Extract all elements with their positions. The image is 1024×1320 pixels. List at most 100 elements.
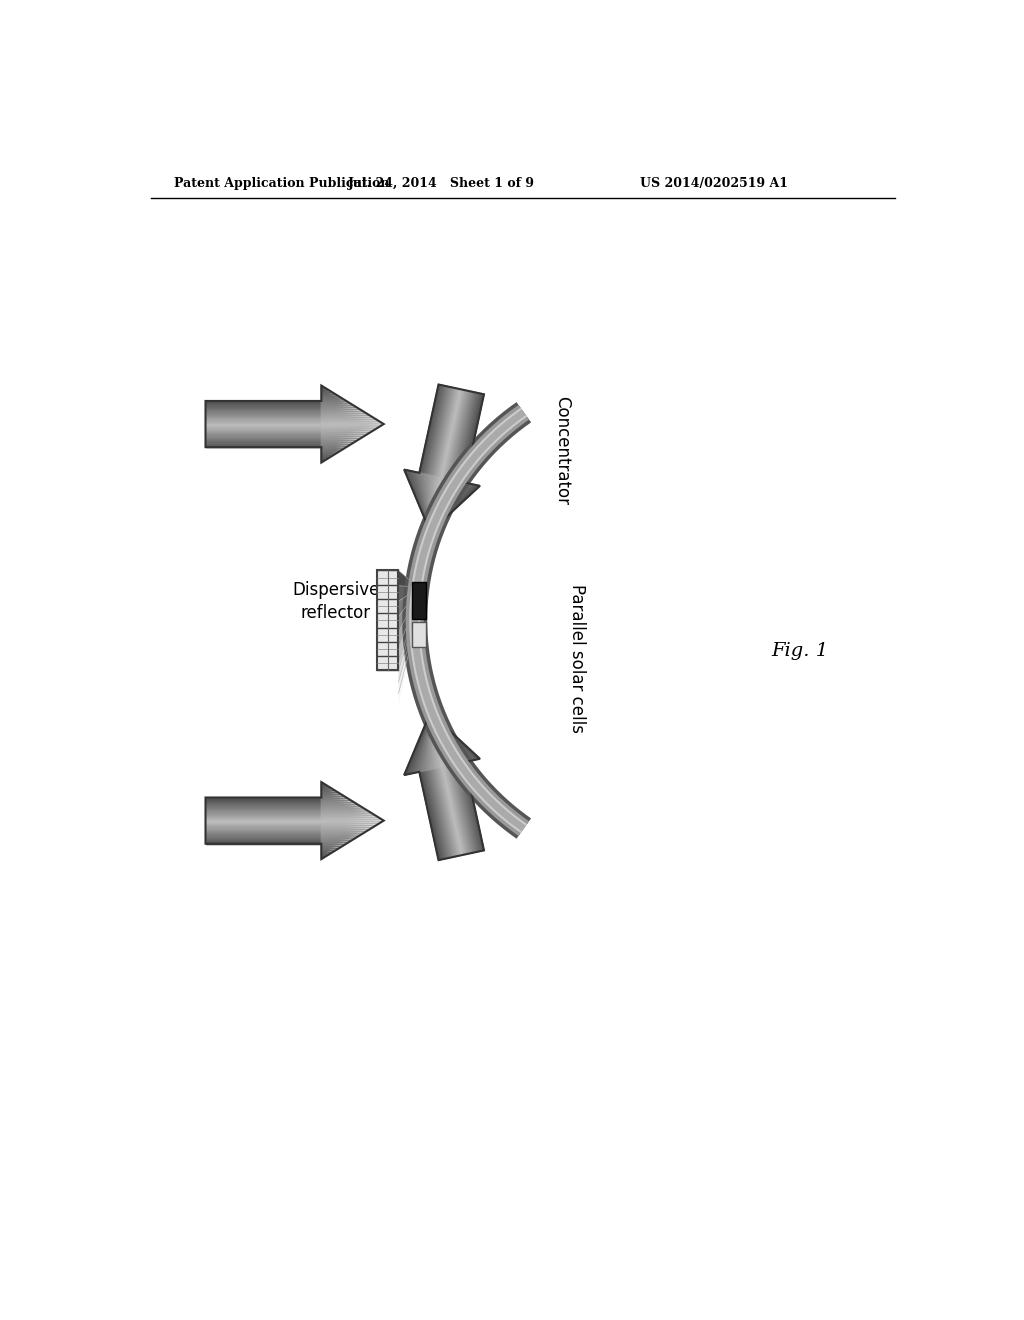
Bar <box>206 418 322 420</box>
Text: Fig. 1: Fig. 1 <box>771 643 828 660</box>
Polygon shape <box>322 826 373 829</box>
Polygon shape <box>322 836 357 838</box>
Polygon shape <box>434 768 456 857</box>
Polygon shape <box>430 713 480 759</box>
Polygon shape <box>407 713 430 775</box>
Text: reflector: reflector <box>301 603 371 622</box>
Polygon shape <box>430 713 457 764</box>
Polygon shape <box>322 393 336 395</box>
Polygon shape <box>322 821 382 822</box>
Polygon shape <box>410 471 430 532</box>
Bar <box>206 444 322 445</box>
Polygon shape <box>322 855 326 857</box>
Polygon shape <box>430 475 434 532</box>
Polygon shape <box>322 447 345 449</box>
Polygon shape <box>422 771 443 859</box>
Bar <box>206 403 322 405</box>
Bar <box>206 838 322 840</box>
Bar <box>206 805 322 807</box>
Polygon shape <box>398 570 412 586</box>
Polygon shape <box>417 473 430 532</box>
Bar <box>206 420 322 422</box>
Polygon shape <box>446 766 467 854</box>
Polygon shape <box>398 599 412 632</box>
Polygon shape <box>415 713 430 774</box>
Bar <box>206 411 322 412</box>
Bar <box>206 834 322 836</box>
Bar <box>206 436 322 437</box>
Polygon shape <box>398 622 412 671</box>
Polygon shape <box>439 767 460 855</box>
Polygon shape <box>322 403 351 405</box>
Polygon shape <box>450 766 470 854</box>
Polygon shape <box>440 767 461 855</box>
Polygon shape <box>430 482 465 532</box>
Bar <box>206 437 322 440</box>
Polygon shape <box>417 713 430 772</box>
Polygon shape <box>430 713 442 767</box>
Polygon shape <box>430 713 450 766</box>
Bar <box>377 570 398 671</box>
Polygon shape <box>430 483 472 532</box>
Polygon shape <box>322 414 370 416</box>
Polygon shape <box>436 388 457 477</box>
Bar <box>206 807 322 809</box>
Polygon shape <box>430 477 439 532</box>
Polygon shape <box>322 834 360 836</box>
Bar <box>206 430 322 432</box>
Polygon shape <box>430 478 444 532</box>
Polygon shape <box>439 389 460 478</box>
Polygon shape <box>462 393 482 482</box>
Polygon shape <box>322 825 376 826</box>
Polygon shape <box>415 471 430 532</box>
Polygon shape <box>430 713 477 760</box>
Polygon shape <box>436 768 457 857</box>
Polygon shape <box>322 847 339 850</box>
Bar <box>206 413 322 414</box>
Polygon shape <box>322 391 332 393</box>
Polygon shape <box>322 851 332 853</box>
Polygon shape <box>428 770 450 858</box>
Polygon shape <box>398 635 412 693</box>
Polygon shape <box>322 807 364 809</box>
Polygon shape <box>430 713 439 768</box>
Bar <box>206 813 322 814</box>
Polygon shape <box>322 461 323 462</box>
Polygon shape <box>322 792 339 793</box>
Polygon shape <box>322 437 360 440</box>
Polygon shape <box>425 770 446 859</box>
Polygon shape <box>322 389 329 391</box>
Polygon shape <box>322 418 376 420</box>
Polygon shape <box>322 842 348 843</box>
Polygon shape <box>437 388 458 477</box>
Polygon shape <box>431 387 453 475</box>
Bar <box>412 582 426 619</box>
Bar <box>206 422 322 424</box>
Polygon shape <box>430 480 457 532</box>
Polygon shape <box>442 767 463 855</box>
Polygon shape <box>427 713 430 770</box>
Polygon shape <box>322 789 336 792</box>
Polygon shape <box>424 713 430 771</box>
Polygon shape <box>322 804 357 805</box>
Polygon shape <box>430 483 470 532</box>
Polygon shape <box>460 393 481 482</box>
Polygon shape <box>424 771 444 859</box>
Bar <box>206 409 322 411</box>
Polygon shape <box>322 428 376 430</box>
Polygon shape <box>322 459 326 461</box>
Polygon shape <box>424 385 444 474</box>
Bar <box>206 829 322 830</box>
Polygon shape <box>419 384 440 473</box>
Polygon shape <box>427 474 430 532</box>
Polygon shape <box>442 389 463 478</box>
Polygon shape <box>452 391 472 480</box>
Bar <box>206 440 322 441</box>
Polygon shape <box>322 853 329 855</box>
Polygon shape <box>419 473 430 532</box>
Polygon shape <box>430 713 434 770</box>
Polygon shape <box>431 768 453 858</box>
Polygon shape <box>430 713 444 767</box>
Polygon shape <box>433 768 454 857</box>
Polygon shape <box>322 422 382 424</box>
